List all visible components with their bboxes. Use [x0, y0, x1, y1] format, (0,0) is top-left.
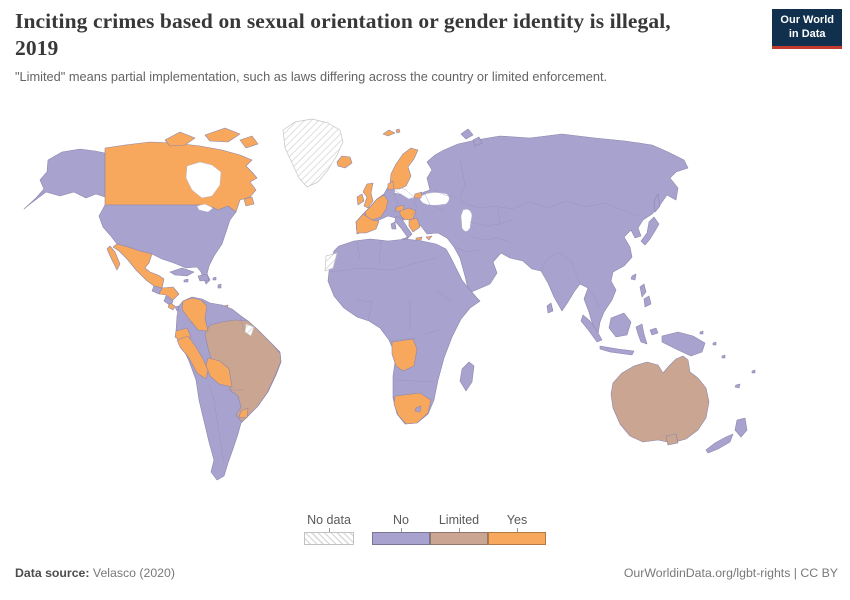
data-source: Data source: Velasco (2020): [15, 566, 175, 580]
map-region-japan[interactable]: [640, 216, 660, 246]
legend-label-no: No: [393, 513, 409, 527]
map-region-canada-arctic-islands[interactable]: [164, 127, 259, 149]
map-region-jamaica[interactable]: [183, 278, 189, 283]
legend-item-no[interactable]: No: [372, 513, 430, 545]
map-region-iceland[interactable]: [336, 155, 353, 169]
data-source-value: Velasco (2020): [89, 566, 175, 580]
map-region-angola[interactable]: [391, 338, 418, 372]
license-label: CC BY: [800, 566, 838, 580]
logo-line2: in Data: [788, 27, 826, 40]
logo-line1: Our World: [780, 14, 834, 26]
map-region-honduras[interactable]: [158, 286, 180, 301]
legend-swatch-no[interactable]: [372, 532, 430, 545]
map-region-south-africa[interactable]: [393, 392, 432, 425]
legend-label-no-data: No data: [307, 513, 351, 527]
map-region-new-guinea[interactable]: [661, 331, 706, 357]
map-region-iberia[interactable]: [355, 213, 380, 234]
borders-south-america: [227, 316, 245, 391]
legend-label-limited: Limited: [438, 513, 480, 527]
legend-bar: No Limited Yes: [372, 513, 546, 545]
legend-tick: [458, 528, 460, 532]
map-region-newfoundland[interactable]: [243, 196, 255, 207]
chart-footer: Data source: Velasco (2020) OurWorldinDa…: [15, 566, 838, 580]
map-region-peru[interactable]: [176, 335, 209, 380]
owid-url-link[interactable]: OurWorldinData.org/lgbt-rights: [623, 566, 791, 580]
map-region-bolivia[interactable]: [205, 357, 233, 388]
map-region-pacific-islands[interactable]: [699, 330, 756, 389]
map-region-crete[interactable]: [415, 236, 423, 241]
legend-tick: [400, 528, 402, 532]
map-region-cuba[interactable]: [169, 267, 195, 277]
map-region-hispaniola[interactable]: [197, 273, 210, 282]
footer-right: OurWorldinData.org/lgbt-rights | CC BY: [624, 566, 838, 580]
caspian-sea: [460, 208, 473, 232]
map-region-french-guiana[interactable]: [244, 323, 255, 337]
legend-swatch-no-data[interactable]: [304, 532, 354, 545]
map-region-lithuania[interactable]: [413, 191, 423, 199]
title-text: Inciting crimes based on sexual orientat…: [15, 9, 671, 33]
map-region-lesotho[interactable]: [414, 405, 422, 413]
map-region-uruguay[interactable]: [238, 407, 249, 419]
owid-logo[interactable]: Our World in Data: [772, 9, 842, 49]
page-title: Inciting crimes based on sexual orientat…: [15, 8, 765, 62]
map-region-lesser-antilles[interactable]: [212, 276, 222, 289]
map-region-africa-base[interactable]: [327, 238, 481, 425]
borders-europe: [393, 191, 444, 217]
map-region-sakhalin[interactable]: [653, 193, 661, 213]
map-region-madagascar[interactable]: [459, 361, 475, 392]
borders-asia: [432, 159, 639, 309]
legend-tick: [516, 528, 518, 532]
chart-subtitle: "Limited" means partial implementation, …: [15, 68, 608, 84]
map-region-ireland[interactable]: [356, 193, 365, 206]
border-chile-argentina: [208, 384, 225, 463]
map-region-italy[interactable]: [394, 215, 413, 239]
map-region-united-kingdom[interactable]: [362, 182, 374, 209]
great-lakes: [196, 203, 214, 213]
map-region-colombia[interactable]: [181, 297, 209, 332]
legend-label-yes: Yes: [506, 513, 528, 527]
map-legend: No data No Limited Yes: [304, 513, 546, 545]
legend-item-no-data[interactable]: No data: [304, 513, 354, 545]
black-sea: [419, 192, 450, 206]
map-region-mexico[interactable]: [106, 243, 165, 289]
map-region-australia[interactable]: [610, 355, 710, 444]
legend-item-yes[interactable]: Yes: [487, 513, 546, 545]
legend-swatch-limited[interactable]: [429, 532, 488, 545]
map-region-novaya-zemlya[interactable]: [460, 128, 483, 147]
legend-tick: [328, 528, 330, 532]
map-region-tasmania[interactable]: [665, 433, 679, 446]
map-region-new-zealand[interactable]: [705, 417, 748, 454]
map-region-indonesia[interactable]: [580, 312, 659, 356]
map-region-philippines[interactable]: [639, 283, 652, 308]
map-region-eurasia-base[interactable]: [355, 133, 689, 335]
map-region-cyprus[interactable]: [425, 235, 433, 241]
map-region-sri-lanka[interactable]: [546, 302, 554, 314]
map-region-alaska[interactable]: [23, 148, 106, 210]
map-region-denmark[interactable]: [387, 180, 395, 191]
map-region-svalbard[interactable]: [382, 128, 401, 137]
title-year: 2019: [15, 35, 59, 60]
map-region-greenland[interactable]: [282, 118, 344, 188]
chart-header: Inciting crimes based on sexual orientat…: [15, 8, 765, 84]
hudson-bay: [185, 161, 222, 199]
map-region-costa-rica[interactable]: [167, 302, 176, 311]
borders-africa: [330, 239, 453, 383]
map-region-taiwan[interactable]: [630, 273, 637, 281]
data-source-label: Data source:: [15, 566, 90, 580]
map-region-scandinavia[interactable]: [389, 147, 419, 190]
map-region-brazil[interactable]: [204, 319, 282, 423]
footer-separator: |: [790, 566, 801, 580]
legend-swatch-yes[interactable]: [487, 532, 546, 545]
map-region-greece[interactable]: [408, 217, 421, 233]
map-region-western-sahara[interactable]: [324, 252, 338, 272]
legend-item-limited[interactable]: Limited: [429, 513, 488, 545]
map-region-canada[interactable]: [104, 141, 258, 213]
